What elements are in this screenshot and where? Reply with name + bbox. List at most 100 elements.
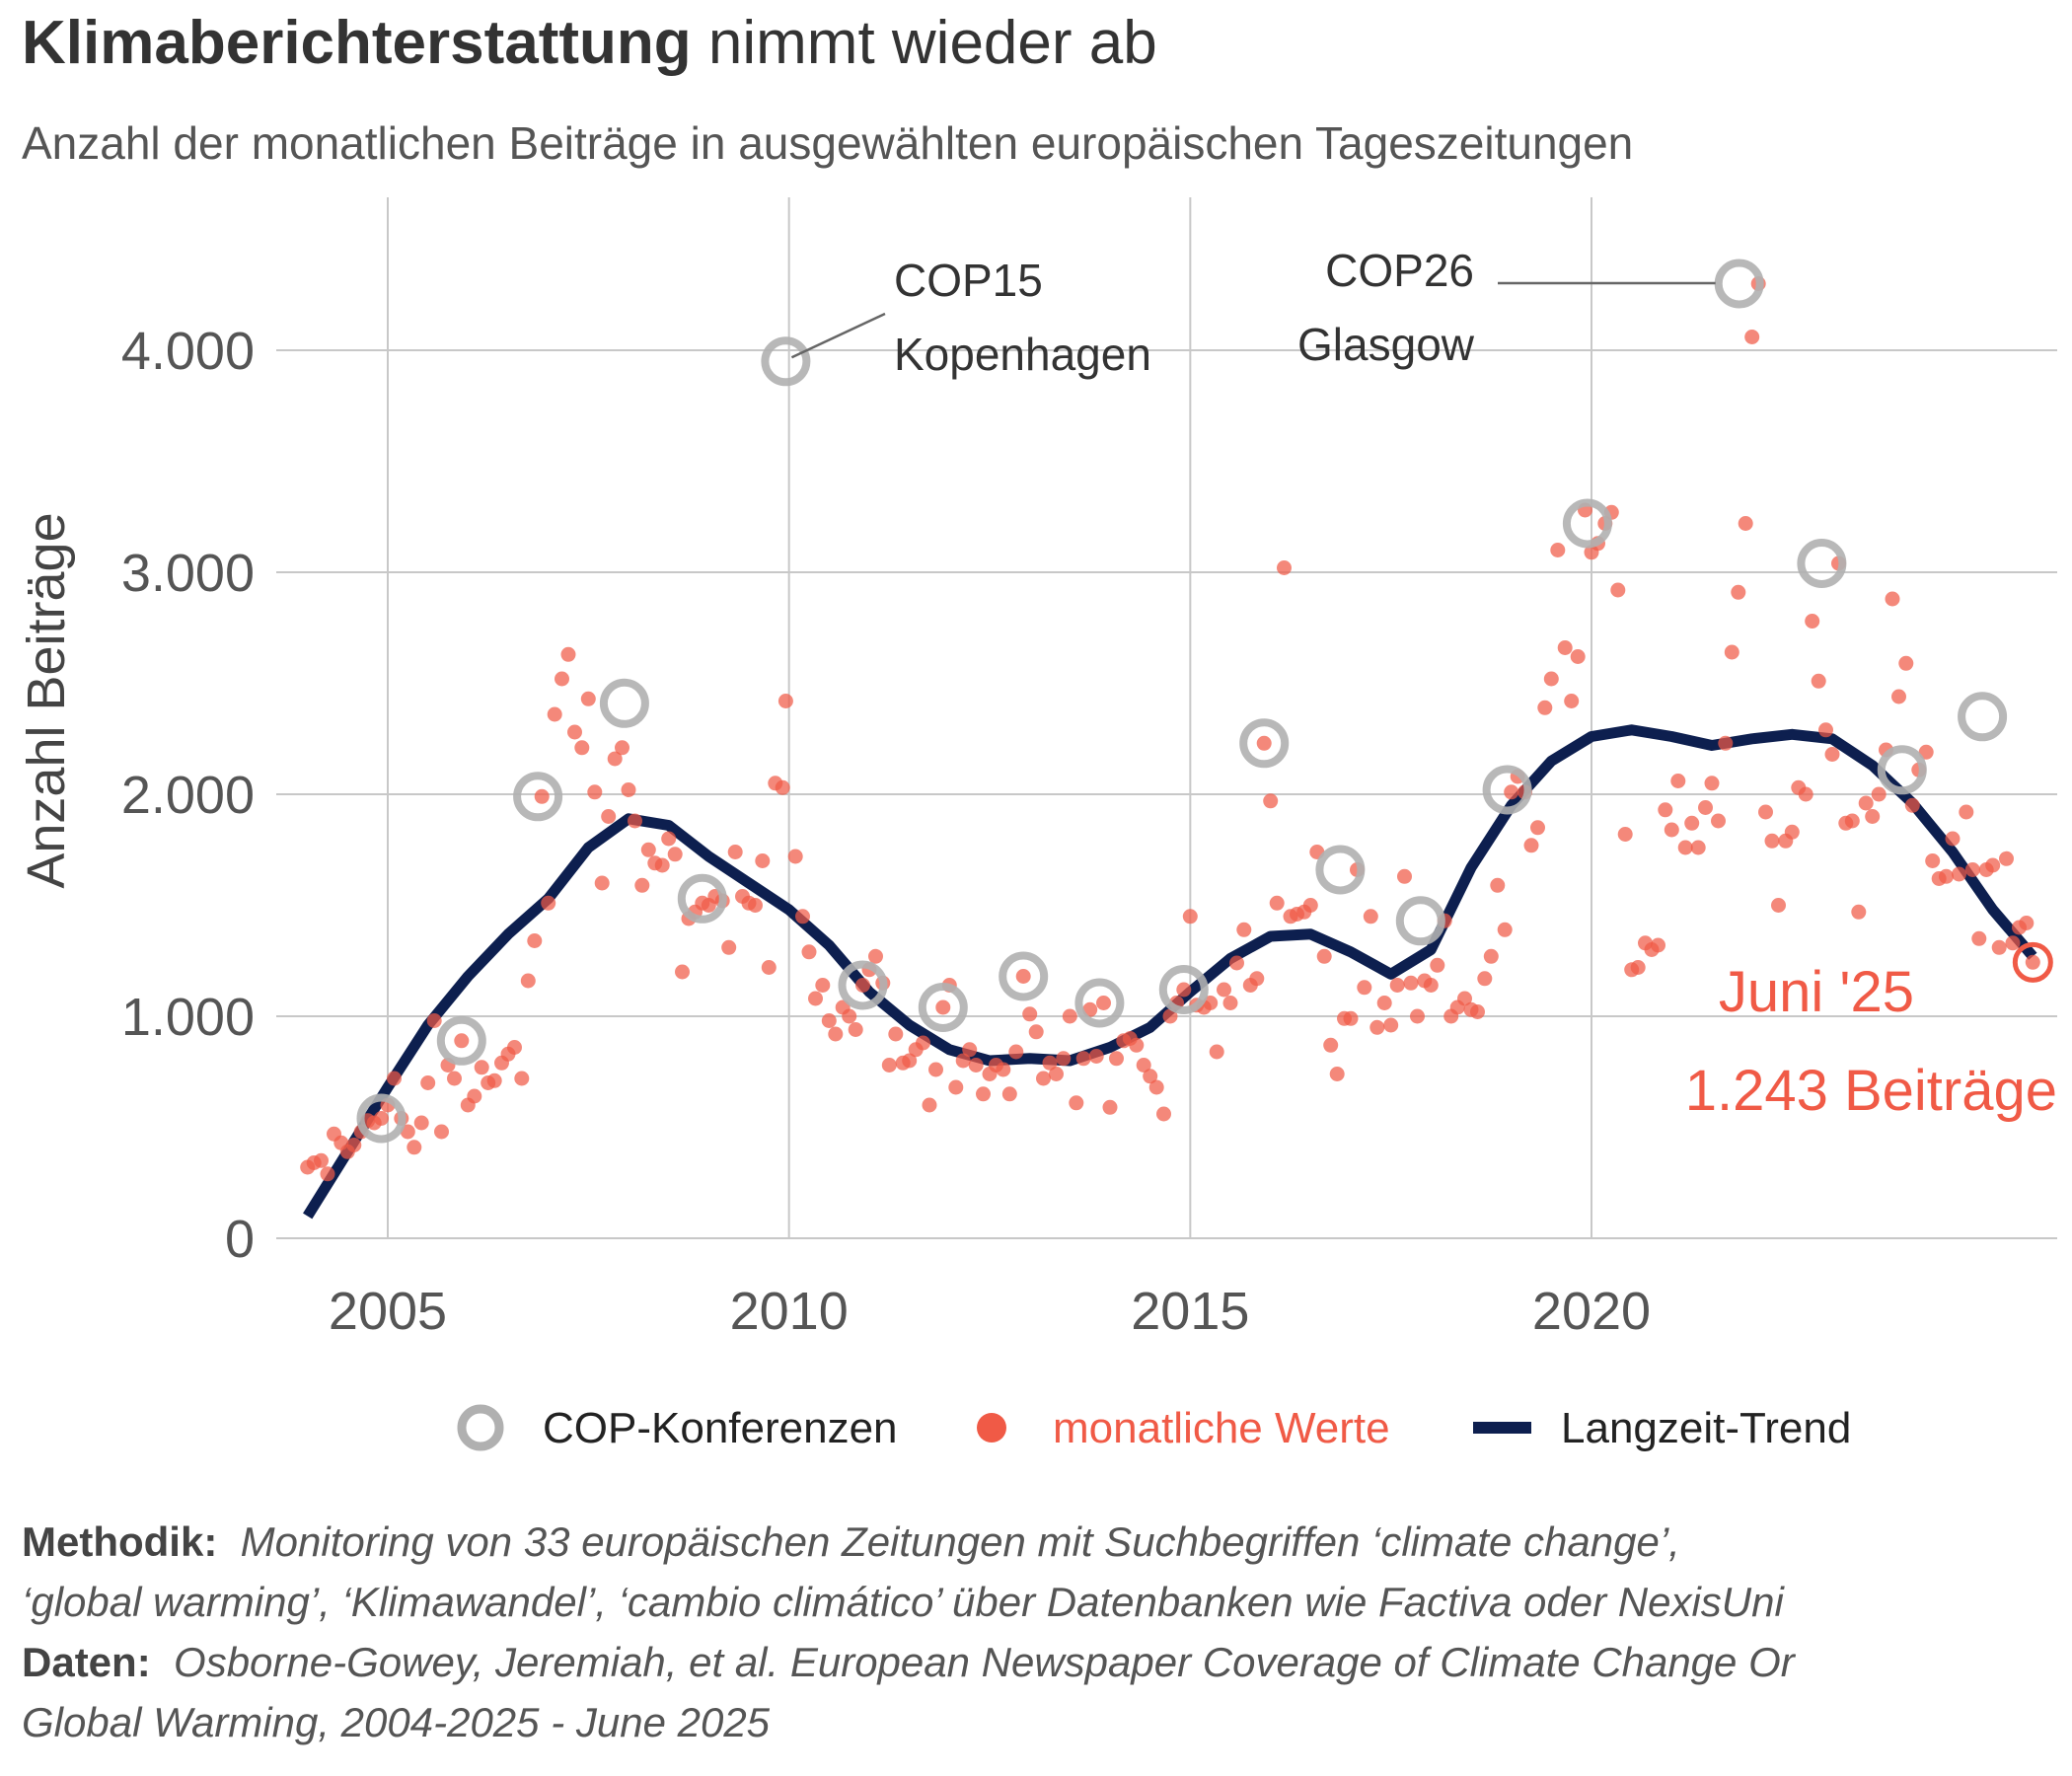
daten-text-2: Global Warming, 2004-2025 - June 2025	[22, 1699, 771, 1745]
monthly-point	[1457, 991, 1472, 1006]
monthly-point	[1925, 853, 1941, 868]
monthly-point	[775, 779, 790, 795]
monthly-point	[828, 1026, 844, 1042]
monthly-point	[1805, 614, 1820, 629]
monthly-point	[1056, 1051, 1072, 1067]
monthly-point	[1430, 957, 1445, 973]
monthly-point	[607, 751, 623, 767]
monthly-point	[755, 853, 771, 868]
monthly-point	[801, 944, 817, 960]
monthly-point	[1570, 649, 1586, 664]
monthly-point	[1049, 1067, 1064, 1081]
monthly-point	[1952, 866, 1966, 882]
monthly-point	[1343, 1010, 1359, 1026]
latest-value-label-line2: 1.243 Beiträge	[1685, 1059, 2057, 1123]
monthly-point	[968, 1058, 984, 1073]
monthly-point	[1898, 655, 1914, 671]
monthly-point	[922, 1097, 937, 1113]
monthly-point	[815, 978, 831, 993]
monthly-point	[1550, 543, 1566, 557]
monthly-point	[1557, 640, 1573, 655]
monthly-point	[400, 1124, 415, 1140]
monthly-point	[1670, 774, 1686, 788]
monthly-point	[1698, 800, 1713, 815]
monthly-point	[1871, 786, 1887, 802]
monthly-point	[1891, 689, 1906, 704]
monthly-point	[534, 788, 550, 804]
monthly-point	[777, 694, 793, 708]
monthly-point	[615, 740, 629, 756]
monthly-point	[1269, 895, 1285, 911]
monthly-point	[1102, 1099, 1118, 1115]
monthly-point	[976, 1086, 991, 1102]
monthly-point	[1329, 1067, 1345, 1081]
monthly-point	[1543, 671, 1559, 687]
legend-cop-symbol	[457, 1404, 504, 1451]
cop-marker	[599, 678, 649, 728]
monthly-point	[654, 857, 670, 873]
monthly-point	[1985, 857, 2001, 873]
monthly-point	[1249, 971, 1265, 987]
monthly-point	[1504, 784, 1519, 800]
monthly-point	[634, 877, 650, 893]
monthly-point	[1939, 868, 1954, 884]
monthly-point	[580, 691, 596, 706]
y-tick-label: 4.000	[121, 322, 255, 381]
monthly-point	[1182, 909, 1198, 925]
monthly-point	[962, 1042, 978, 1058]
monthly-point	[1156, 1106, 1171, 1122]
cop15-label-line1: COP15	[894, 255, 1043, 306]
monthly-point	[527, 933, 543, 948]
monthly-point	[1162, 1008, 1178, 1024]
monthly-point	[1530, 820, 1545, 836]
daten-text-1: Osborne-Gowey, Jeremiah, et al. European…	[174, 1639, 1795, 1685]
monthly-point	[486, 1073, 502, 1088]
monthly-point	[881, 1058, 897, 1073]
monthly-point	[454, 1033, 470, 1049]
monthly-point	[1376, 996, 1392, 1010]
monthly-point	[640, 842, 656, 857]
monthly-point	[1143, 1069, 1158, 1084]
monthly-point	[1129, 1037, 1145, 1053]
monthly-point	[1477, 971, 1493, 987]
monthly-point	[1711, 813, 1726, 829]
monthly-point	[1088, 1049, 1104, 1064]
monthly-point	[1302, 898, 1318, 913]
monthly-point	[467, 1088, 482, 1104]
monthly-point	[795, 909, 810, 925]
latest-value-marker	[2012, 941, 2053, 983]
monthly-point	[1136, 1058, 1151, 1073]
monthly-point	[1999, 851, 2014, 866]
monthly-point	[761, 960, 777, 975]
cop15-label-line2: Kopenhagen	[894, 329, 1151, 380]
monthly-point	[661, 831, 677, 847]
cop-marker	[1958, 692, 2008, 742]
annotations: COP15 Kopenhagen COP26 Glasgow Juni '25 …	[790, 245, 2057, 1123]
monthly-point	[1403, 975, 1419, 991]
cop-marker	[1797, 539, 1847, 588]
daten-line-2: Global Warming, 2004-2025 - June 2025	[22, 1692, 2054, 1752]
monthly-point	[1075, 1051, 1091, 1067]
latest-value-label-line1: Juni '25	[1719, 960, 1914, 1024]
monthly-point	[1658, 802, 1673, 818]
cop-marker	[1074, 978, 1125, 1028]
monthly-point	[434, 1124, 449, 1140]
cop-marker	[1562, 498, 1612, 549]
x-tick-label: 2015	[1131, 1282, 1249, 1341]
monthly-point	[1851, 904, 1867, 920]
monthly-point	[1015, 969, 1031, 984]
monthly-point	[1316, 948, 1332, 964]
grid	[276, 197, 2057, 1239]
monthly-point	[1036, 1071, 1051, 1086]
monthly-point	[1818, 722, 1833, 738]
footer-notes: Methodik: Monitoring von 33 europäischen…	[22, 1512, 2054, 1752]
monthly-point	[574, 740, 590, 756]
monthly-point	[560, 646, 576, 662]
methodik-text-2: ‘global warming’, ‘Klimawandel’, ‘cambio…	[22, 1579, 1784, 1625]
cop-marker	[1877, 745, 1927, 795]
monthly-point	[474, 1060, 489, 1075]
monthly-point	[2025, 954, 2040, 970]
monthly-point	[413, 1115, 429, 1131]
monthly-point	[1357, 980, 1372, 996]
